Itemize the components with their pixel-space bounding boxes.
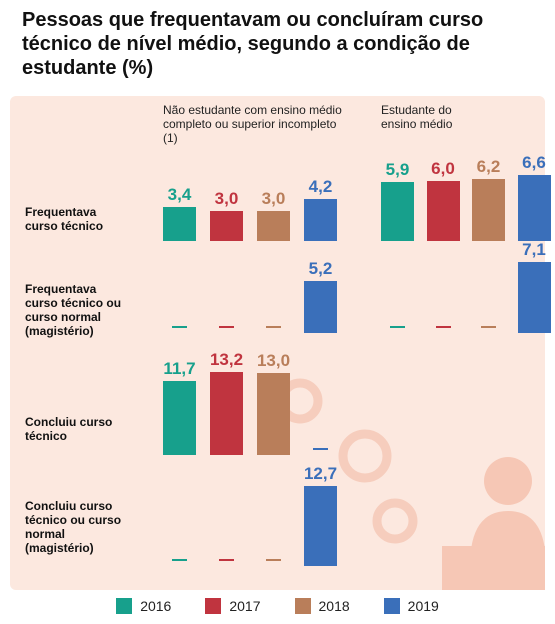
bar — [517, 175, 551, 241]
bar — [304, 199, 337, 241]
bar — [304, 485, 337, 566]
value-label: 13,0 — [256, 351, 291, 371]
panel — [10, 96, 545, 590]
legend-swatch — [205, 598, 222, 614]
missing-dash — [481, 326, 496, 328]
legend-item: 2018 — [294, 598, 350, 614]
missing-dash — [266, 326, 281, 328]
legend-label: 2018 — [318, 598, 350, 614]
value-label: 6,6 — [522, 153, 546, 172]
bar — [517, 262, 551, 333]
value-label: 6,2 — [476, 157, 501, 176]
legend-label: 2019 — [407, 598, 439, 614]
value-label: 5,2 — [308, 259, 333, 278]
value-label: 5,9 — [385, 160, 410, 179]
bar — [163, 381, 196, 455]
row-label: Frequentava curso técnico ou curso norma… — [25, 282, 122, 338]
value-label: 11,7 — [163, 359, 196, 379]
legend-item: 2017 — [205, 598, 261, 614]
missing-dash — [219, 326, 234, 328]
column-header: Estudante do ensino médio — [381, 103, 453, 131]
bar — [257, 211, 290, 241]
row-label: Concluiu curso técnico ou curso normal (… — [25, 499, 122, 555]
value-label: 12,7 — [303, 463, 338, 483]
missing-dash — [390, 326, 405, 328]
legend-swatch — [383, 598, 400, 614]
value-label: 3,4 — [167, 185, 192, 204]
legend-item: 2019 — [383, 598, 439, 614]
bar — [210, 371, 243, 455]
decoration — [277, 378, 545, 590]
bar — [381, 182, 414, 241]
bar — [163, 207, 196, 241]
bar — [426, 181, 460, 241]
legend-item: 2016 — [116, 598, 171, 614]
legend: 2016 2017 2018 2019 — [0, 598, 555, 614]
row-label: Frequentava curso técnico — [25, 205, 104, 233]
bar — [210, 211, 243, 241]
legend-swatch — [294, 598, 311, 614]
bar — [472, 179, 505, 241]
missing-dash — [266, 559, 281, 561]
legend-swatch — [116, 598, 133, 614]
legend-label: 2016 — [140, 598, 172, 614]
missing-dash — [435, 326, 451, 328]
bar — [304, 281, 337, 333]
chart-title: Pessoas que frequentavam ou concluíram c… — [22, 9, 484, 79]
missing-dash — [313, 448, 328, 450]
missing-dash — [172, 559, 187, 561]
value-label: 3,0 — [261, 189, 286, 208]
missing-dash — [172, 326, 187, 328]
value-label: 13,2 — [209, 349, 244, 369]
value-label: 4,2 — [308, 177, 333, 196]
row-label: Concluiu curso técnico — [25, 415, 113, 443]
column-header: Não estudante com ensino médio completo … — [163, 103, 342, 145]
value-label: 6,0 — [431, 159, 455, 178]
value-label: 7,1 — [522, 240, 546, 259]
value-label: 3,0 — [214, 189, 239, 208]
legend-label: 2017 — [229, 598, 261, 614]
missing-dash — [219, 559, 234, 561]
bar — [257, 373, 290, 455]
